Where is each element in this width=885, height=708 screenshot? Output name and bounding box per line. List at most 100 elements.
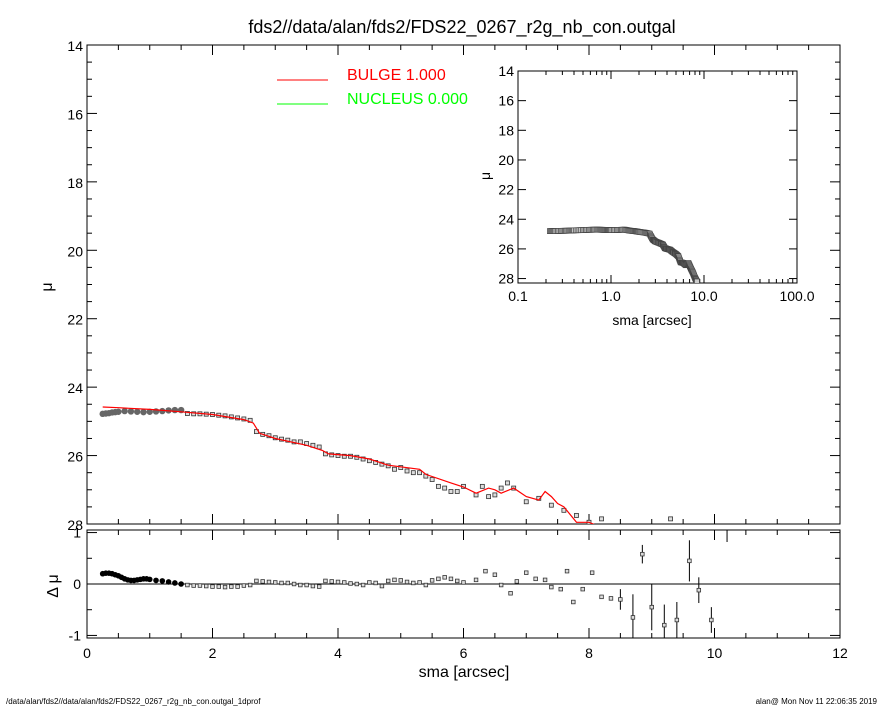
data-point: [410, 470, 416, 476]
xtick-label: 2: [209, 645, 217, 661]
data-point: [140, 408, 147, 416]
residual-point: [564, 568, 570, 574]
residual-point: [649, 604, 654, 610]
xtick-label: 6: [460, 645, 468, 661]
residual-point: [241, 583, 247, 588]
residual-point: [417, 580, 422, 585]
residual-point: [423, 582, 429, 588]
residual-point: [279, 580, 284, 586]
main-ytick-label: 14: [67, 38, 83, 54]
residual-point: [222, 584, 228, 590]
residual-point: [367, 580, 372, 585]
main-ytick-label: 22: [67, 312, 83, 328]
data-point: [548, 502, 554, 508]
residual-point: [172, 580, 178, 586]
residual-point: [580, 586, 585, 592]
data-point: [335, 453, 341, 458]
residual-point: [146, 576, 153, 583]
residual-point: [549, 584, 554, 590]
data-point: [171, 406, 179, 414]
residual-point: [254, 578, 259, 584]
inset-log-panel: 14 16 18 20 22 24 26 280.1 1.0 10.0 100.0: [498, 63, 814, 304]
residual-point: [514, 579, 520, 584]
residual-point: [298, 582, 303, 588]
data-point: [146, 408, 153, 415]
residual-point: [247, 582, 253, 588]
data-point: [373, 460, 379, 465]
residual-point: [429, 578, 435, 583]
inset-ytick-label: 16: [498, 93, 514, 109]
residual-point: [618, 597, 623, 602]
residual-point: [392, 577, 397, 583]
residual-ytick-label: 0: [73, 576, 81, 592]
residual-point: [191, 583, 196, 588]
residual-point: [483, 568, 488, 574]
residual-point: [216, 584, 221, 589]
data-point: [121, 407, 128, 415]
data-point: [492, 492, 498, 498]
bulge-model-line: [102, 406, 595, 524]
data-point: [159, 407, 166, 415]
residual-point: [542, 577, 548, 583]
residual-point: [178, 581, 184, 587]
main-ylabel: μ: [39, 282, 56, 291]
inset-ytick-label: 28: [498, 271, 514, 287]
residual-point: [165, 579, 172, 585]
residual-point: [533, 576, 538, 582]
data-point: [127, 408, 135, 415]
data-point: [435, 483, 441, 489]
xtick-label: 8: [585, 645, 593, 661]
residual-point: [687, 558, 692, 564]
main-ytick-label: 28: [67, 517, 83, 533]
residual-point: [379, 583, 385, 589]
main-profile-panel: 14 16 18 20 22 24 26 28: [67, 38, 841, 533]
residual-point: [404, 579, 410, 585]
inset-data-group: [546, 226, 700, 283]
residual-point: [360, 582, 366, 588]
data-point: [191, 411, 197, 417]
residual-point: [473, 577, 479, 583]
residual-point: [442, 575, 447, 580]
residual-point: [153, 577, 159, 584]
inset-ylabel: μ: [477, 172, 493, 180]
residual-point: [696, 587, 702, 593]
residual-point: [316, 584, 322, 589]
residual-point: [524, 570, 529, 575]
residual-point: [571, 599, 576, 605]
residual-point: [492, 572, 498, 577]
residual-point: [640, 551, 645, 557]
residual-point: [455, 578, 460, 584]
data-point: [599, 516, 604, 522]
main-ytick-label: 26: [67, 449, 83, 465]
main-ytick-label: 18: [67, 175, 83, 191]
data-point: [454, 489, 460, 494]
residual-point: [323, 578, 328, 584]
legend: BULGE 1.000 NUCLEUS 0.000: [277, 67, 468, 108]
residual-point: [599, 594, 604, 600]
inset-data-point: [694, 278, 700, 283]
residual-point: [304, 582, 309, 588]
inset-xtick-label: 0.1: [508, 288, 528, 304]
residual-point: [159, 578, 166, 584]
data-point: [341, 453, 347, 459]
data-point: [561, 507, 567, 513]
inset-ytick-label: 26: [498, 241, 514, 257]
xtick-label: 12: [832, 645, 848, 661]
data-point: [498, 485, 504, 491]
residual-point: [385, 578, 391, 584]
residual-point: [342, 580, 347, 585]
residual-point: [508, 591, 513, 596]
data-point: [392, 466, 397, 472]
chart-title: fds2//data/alan/fds2/FDS22_0267_r2g_nb_c…: [248, 17, 675, 38]
residual-point: [235, 584, 240, 589]
residual-point: [348, 581, 353, 586]
data-point: [668, 516, 673, 522]
data-point: [404, 468, 410, 474]
residual-point: [630, 615, 636, 620]
inset-xtick-label: 10.0: [690, 288, 717, 304]
residual-point: [185, 582, 190, 588]
inset-xlabel: sma [arcsec]: [612, 312, 691, 328]
residual-point: [411, 580, 416, 586]
